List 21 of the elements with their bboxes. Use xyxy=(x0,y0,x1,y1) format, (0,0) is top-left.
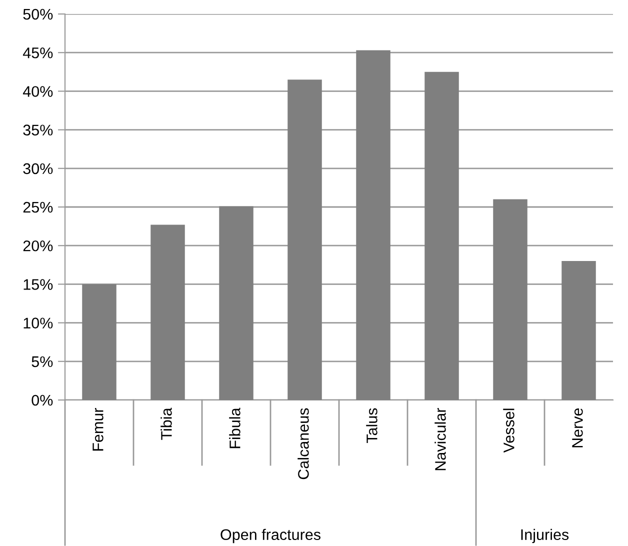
x-tick-label: Calcaneus xyxy=(298,408,309,480)
y-tick-label: 45% xyxy=(22,48,53,58)
y-tick-label: 20% xyxy=(23,240,53,252)
y-tick-label: 50% xyxy=(23,8,53,20)
y-tick-label: 30% xyxy=(23,163,53,174)
text: Injuries xyxy=(521,528,569,544)
x-tick-label: Nerve xyxy=(572,408,583,448)
x-tick-label: Vessel xyxy=(503,408,514,453)
y-tick-label: 5% xyxy=(32,356,53,368)
x-tick-label: Fibula xyxy=(229,408,240,448)
y-tick-label: 40% xyxy=(22,86,53,97)
y-tick-label: 0% xyxy=(32,394,53,406)
x-tick-label: Tibia xyxy=(160,408,172,440)
y-tick-label: 25% xyxy=(23,202,53,213)
y-tick-label: 35% xyxy=(23,124,53,136)
y-tick-label: 10% xyxy=(24,318,53,328)
x-tick-label: Navicular xyxy=(434,408,446,470)
y-tick-label: 15% xyxy=(24,279,53,290)
text: Open fractures xyxy=(220,528,320,544)
x-tick-label: Femur xyxy=(92,408,104,451)
x-tick-label: Talus xyxy=(366,408,378,444)
